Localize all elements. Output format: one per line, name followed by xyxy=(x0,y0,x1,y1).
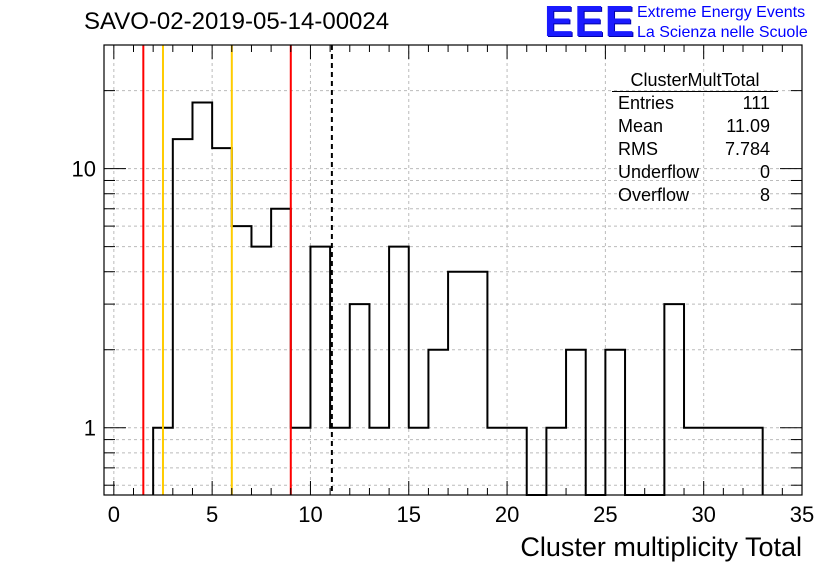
histogram-bar xyxy=(271,209,291,495)
histogram-bar xyxy=(468,272,488,495)
histogram-bar xyxy=(664,304,684,495)
y-tick-label: 1 xyxy=(84,416,96,441)
stats-label: Entries xyxy=(618,93,675,113)
histogram-bar xyxy=(409,428,429,495)
stats-box-title: ClusterMultTotal xyxy=(612,70,778,92)
histogram-bar xyxy=(389,247,409,495)
histogram-bar xyxy=(212,148,232,495)
org-name-line1: Extreme Energy Events xyxy=(637,4,806,21)
histogram-bar xyxy=(369,428,389,495)
histogram-bar xyxy=(507,428,527,495)
stats-value: 0 xyxy=(759,162,770,182)
stats-label: RMS xyxy=(618,139,658,159)
stats-label: Underflow xyxy=(618,162,700,182)
histogram-bar xyxy=(704,428,724,495)
histogram-bar xyxy=(428,350,448,495)
org-name-line2: La Scienza nelle Scuole xyxy=(637,24,808,41)
plot-frame xyxy=(103,44,803,496)
x-tick-label: 30 xyxy=(691,502,715,527)
stats-value: 111 xyxy=(742,93,770,113)
histogram-bar xyxy=(684,428,704,495)
stats-value: 11.09 xyxy=(726,116,770,136)
stats-row-overflow: Overflow 8 xyxy=(612,184,778,207)
x-tick-label: 25 xyxy=(593,502,617,527)
y-tick-label: 10 xyxy=(72,157,96,182)
histogram-bar xyxy=(605,350,625,495)
stats-value: 8 xyxy=(759,185,770,205)
histogram-bar xyxy=(291,428,311,495)
histogram-bar xyxy=(192,102,212,495)
x-tick-label: 20 xyxy=(495,502,519,527)
x-axis-label: Cluster multiplicity Total xyxy=(520,532,802,562)
stats-row-underflow: Underflow 0 xyxy=(612,161,778,184)
stats-row-rms: RMS 7.784 xyxy=(612,138,778,161)
histogram-bar xyxy=(251,247,271,495)
x-tick-label: 15 xyxy=(397,502,421,527)
histogram-bar xyxy=(330,428,350,495)
histogram-bar xyxy=(350,304,370,495)
x-tick-label: 10 xyxy=(298,502,322,527)
stats-value: 7.784 xyxy=(724,139,770,159)
histogram-bar xyxy=(487,428,507,495)
histogram-bar xyxy=(173,139,193,495)
histogram-bar xyxy=(566,350,586,495)
x-tick-label: 35 xyxy=(790,502,814,527)
stats-row-mean: Mean 11.09 xyxy=(612,115,778,138)
stats-row-entries: Entries 111 xyxy=(612,92,778,115)
histogram-bar xyxy=(723,428,743,495)
histogram-bar xyxy=(546,428,566,495)
histogram-bar xyxy=(448,272,468,495)
x-tick-label: 5 xyxy=(206,502,218,527)
stats-label: Overflow xyxy=(618,185,690,205)
run-title: SAVO-02-2019-05-14-00024 xyxy=(84,8,390,35)
histogram-bar xyxy=(743,428,763,495)
stats-box: ClusterMultTotal Entries 111 Mean 11.09 … xyxy=(612,70,778,207)
histogram-bar xyxy=(310,247,330,495)
x-tick-label: 0 xyxy=(108,502,120,527)
histogram-bar xyxy=(232,226,252,495)
eee-logo: EEE xyxy=(544,0,636,46)
stats-label: Mean xyxy=(618,116,664,136)
